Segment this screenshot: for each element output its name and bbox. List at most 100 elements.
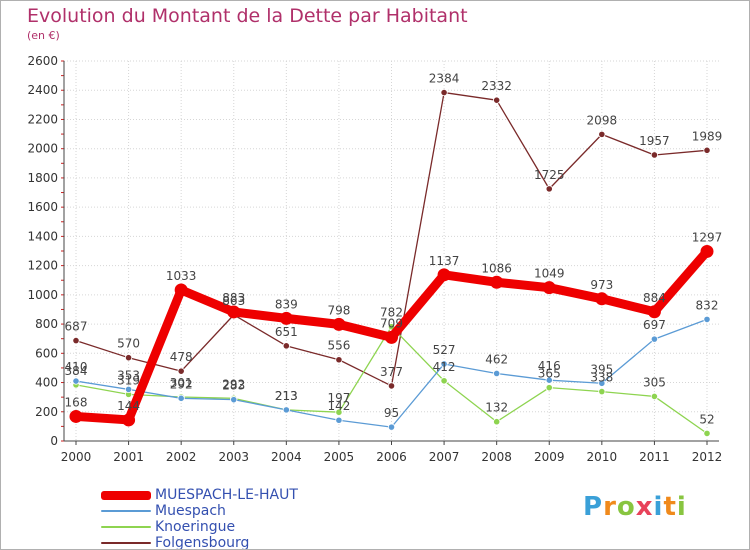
y-tick-label: 2400 xyxy=(27,83,58,97)
proxiti-logo: Proxiti xyxy=(583,492,687,522)
data-label: 1137 xyxy=(429,254,460,268)
data-point xyxy=(387,382,396,390)
data-label: 1957 xyxy=(639,134,670,148)
data-point xyxy=(700,244,714,258)
data-point xyxy=(282,342,290,350)
legend-swatch xyxy=(101,490,151,500)
y-tick-label: 2000 xyxy=(27,142,58,156)
data-label: 197 xyxy=(327,391,350,405)
data-label: 2384 xyxy=(429,72,460,86)
data-point xyxy=(174,283,188,297)
legend-item: Folgensbourg xyxy=(101,535,298,549)
data-label: 52 xyxy=(699,412,714,426)
data-point xyxy=(387,423,396,431)
data-point xyxy=(177,367,185,375)
data-point xyxy=(440,88,448,97)
legend-label: Knoeringue xyxy=(155,519,236,535)
data-point xyxy=(650,151,659,159)
y-tick-label: 400 xyxy=(35,376,58,390)
x-tick-label: 2012 xyxy=(692,450,723,464)
data-point xyxy=(598,130,606,138)
y-tick-label: 600 xyxy=(35,346,58,360)
data-label: 697 xyxy=(643,318,666,332)
data-label: 687 xyxy=(65,320,88,334)
data-point xyxy=(279,311,293,325)
data-label: 213 xyxy=(275,389,298,403)
data-label: 377 xyxy=(380,365,403,379)
data-label: 412 xyxy=(433,360,456,374)
data-point xyxy=(598,387,606,396)
legend-item: Muespach xyxy=(101,503,298,519)
data-point xyxy=(545,376,553,384)
data-point xyxy=(545,185,553,193)
data-label: 462 xyxy=(485,352,508,366)
data-label: 168 xyxy=(65,395,88,409)
data-label: 1989 xyxy=(692,129,723,143)
data-label: 301 xyxy=(170,376,193,390)
data-label: 570 xyxy=(117,337,140,351)
y-tick-label: 1400 xyxy=(27,229,58,243)
data-label: 556 xyxy=(327,339,350,353)
data-label: 319 xyxy=(117,373,140,387)
data-point xyxy=(124,354,133,362)
data-label: 883 xyxy=(222,291,245,305)
data-label: 338 xyxy=(590,371,613,385)
data-point xyxy=(598,379,606,387)
data-label: 478 xyxy=(170,350,193,364)
x-tick-label: 2003 xyxy=(218,450,249,464)
x-tick-label: 2002 xyxy=(166,450,197,464)
data-label: 2332 xyxy=(481,79,512,93)
y-tick-label: 800 xyxy=(35,317,58,331)
data-label: 395 xyxy=(590,362,613,376)
data-label: 884 xyxy=(643,291,666,305)
y-tick-label: 200 xyxy=(35,405,58,419)
data-point xyxy=(703,146,711,154)
data-label: 292 xyxy=(222,377,245,391)
data-point xyxy=(385,330,398,344)
x-tick-label: 2001 xyxy=(113,450,144,464)
y-tick-label: 1600 xyxy=(27,200,58,214)
data-label: 353 xyxy=(117,368,140,382)
x-tick-label: 2008 xyxy=(481,450,512,464)
data-point xyxy=(703,315,711,323)
data-label: 410 xyxy=(65,360,88,374)
y-tick-label: 2200 xyxy=(27,112,58,126)
chart-title: Evolution du Montant de la Dette par Hab… xyxy=(27,5,468,27)
data-point xyxy=(335,408,343,416)
data-label: 292 xyxy=(170,377,193,391)
data-point xyxy=(493,418,501,426)
y-tick-label: 1200 xyxy=(27,259,58,273)
data-point xyxy=(545,384,553,392)
data-point xyxy=(177,394,185,402)
data-label: 709 xyxy=(380,316,403,330)
data-label: 1297 xyxy=(692,230,723,244)
data-label: 1725 xyxy=(534,168,565,182)
data-point xyxy=(124,385,133,394)
legend-swatch xyxy=(101,542,151,544)
data-point xyxy=(282,406,290,414)
data-label: 132 xyxy=(485,401,508,415)
x-tick-label: 2011 xyxy=(639,450,670,464)
legend-swatch xyxy=(101,526,151,528)
x-tick-label: 2010 xyxy=(587,450,618,464)
data-label: 283 xyxy=(222,379,245,393)
legend-label: MUESPACH-LE-HAUT xyxy=(155,487,298,503)
data-point xyxy=(230,396,238,404)
data-point xyxy=(335,416,343,424)
legend-label: Muespach xyxy=(155,503,226,519)
x-tick-label: 2000 xyxy=(61,450,92,464)
data-point xyxy=(440,377,448,385)
line-chart: 0 200 400 600 800 1000 1200 1400 1600 1800 2000 220… xyxy=(27,54,723,464)
data-point xyxy=(493,96,501,104)
data-label: 832 xyxy=(696,298,719,312)
chart-subtitle: (en €) xyxy=(27,29,60,42)
data-point xyxy=(595,292,609,306)
data-point xyxy=(72,336,80,345)
data-point xyxy=(647,305,661,319)
data-point xyxy=(72,377,80,385)
data-point xyxy=(227,305,241,319)
y-tick-label: 0 xyxy=(50,434,58,448)
data-point xyxy=(650,335,659,343)
x-tick-label: 2007 xyxy=(429,450,460,464)
